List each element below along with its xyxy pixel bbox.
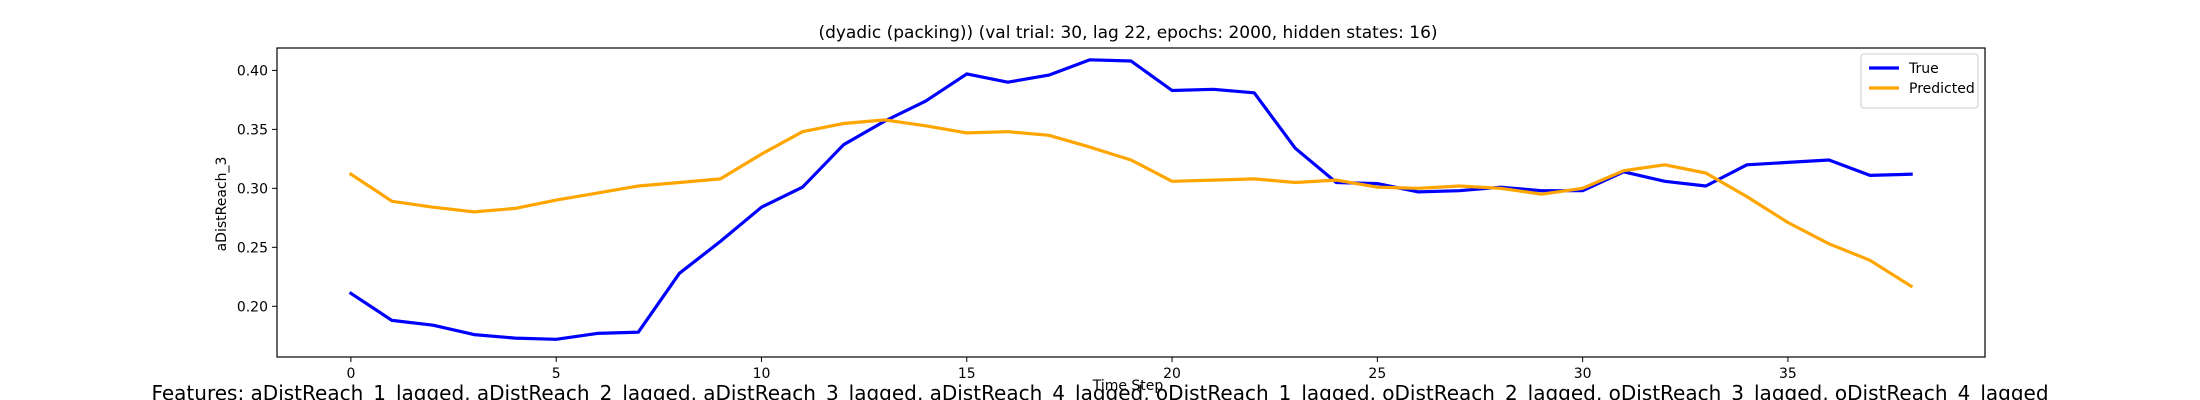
chart-title: (dyadic (packing)) (val trial: 30, lag 2… — [818, 23, 1437, 43]
legend-label: Predicted — [1909, 81, 1975, 97]
y-tick-label: 0.30 — [237, 181, 268, 197]
x-tick-label: 25 — [1368, 366, 1386, 382]
plot-frame — [276, 47, 1986, 358]
features-footer: Features: aDistReach_1_lagged, aDistReac… — [151, 381, 2048, 400]
x-tick-label: 10 — [753, 366, 771, 382]
x-tick-label: 0 — [346, 366, 355, 382]
x-tick-label: 20 — [1163, 366, 1181, 382]
legend: True Predicted — [1860, 53, 1979, 109]
legend-label: True — [1908, 61, 1939, 77]
y-tick-label: 0.25 — [237, 240, 268, 256]
x-tick-label: 15 — [958, 366, 976, 382]
x-axis-label: Time Step — [1092, 378, 1164, 394]
x-tick-label: 5 — [552, 366, 561, 382]
y-tick-label: 0.40 — [237, 63, 268, 79]
y-tick-label: 0.20 — [237, 299, 268, 315]
x-tick-label: 30 — [1574, 366, 1592, 382]
y-tick-label: 0.35 — [237, 122, 268, 138]
y-axis-label: aDistReach_3 — [214, 157, 230, 252]
plot-area: 0 5 10 15 20 25 30 35 0.20 0.25 0.30 0.35 0.40 — [237, 47, 1986, 382]
series-line-true — [348, 58, 1913, 341]
x-tick-label: 35 — [1779, 366, 1797, 382]
series-line-predicted — [348, 118, 1914, 289]
